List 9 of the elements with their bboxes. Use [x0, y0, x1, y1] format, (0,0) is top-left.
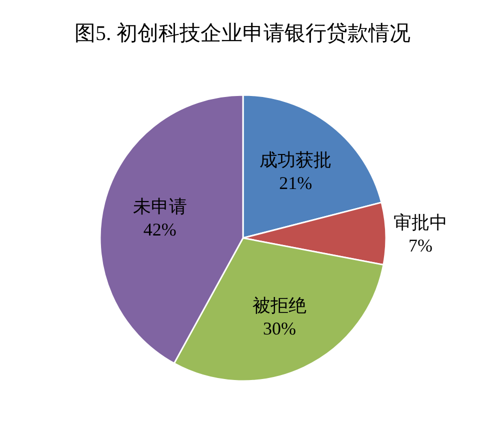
slice-label: 未申请: [132, 196, 187, 217]
chart-title: 图5. 初创科技企业申请银行贷款情况: [74, 21, 410, 45]
data-label: 7%: [408, 236, 433, 256]
data-label: 42%: [143, 220, 176, 240]
data-label: 21%: [279, 173, 312, 194]
data-label: 30%: [263, 318, 296, 339]
slice-label: 审批中: [394, 212, 448, 233]
slice-label: 成功获批: [260, 150, 332, 170]
slice-label: 被拒绝: [252, 296, 307, 316]
